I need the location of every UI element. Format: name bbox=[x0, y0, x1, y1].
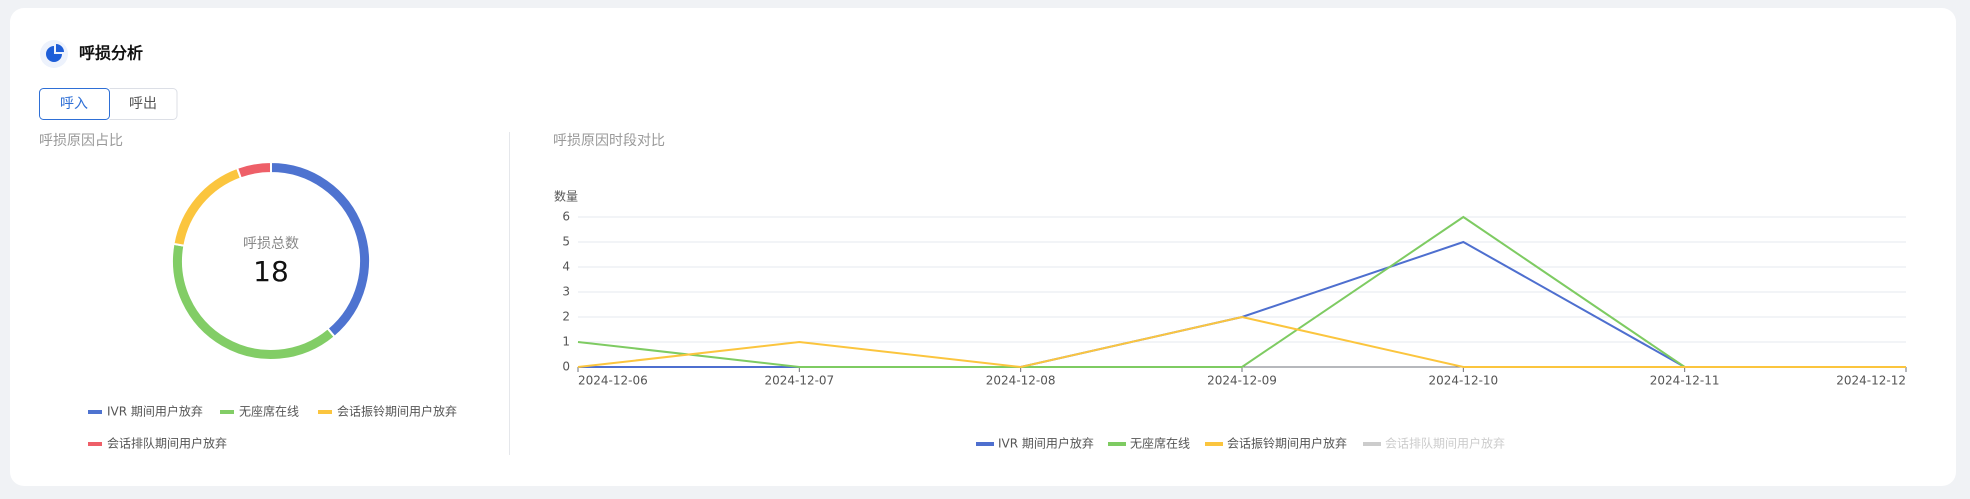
legend-swatch bbox=[318, 410, 332, 414]
legend-swatch bbox=[88, 410, 102, 414]
section-title: 呼损原因时段对比 bbox=[553, 133, 665, 149]
tab[interactable]: 呼出 bbox=[129, 96, 157, 112]
x-tick-label: 2024-12-11 bbox=[1650, 374, 1720, 388]
legend-swatch bbox=[1205, 442, 1223, 446]
x-tick-label: 2024-12-10 bbox=[1428, 374, 1498, 388]
y-tick-label: 6 bbox=[562, 210, 570, 224]
legend-label: IVR 期间用户放弃 bbox=[107, 404, 203, 419]
center-label: 呼损总数 bbox=[243, 236, 299, 252]
legend-label: 会话排队期间用户放弃 bbox=[107, 436, 227, 451]
y-tick-label: 3 bbox=[562, 285, 570, 299]
legend-label: 会话振铃期间用户放弃 bbox=[1227, 436, 1347, 451]
x-tick-label: 2024-12-07 bbox=[764, 374, 834, 388]
y-axis-label: 数量 bbox=[554, 189, 578, 204]
legend-label: 无座席在线 bbox=[239, 404, 299, 419]
y-tick-label: 0 bbox=[562, 360, 570, 374]
series-line bbox=[577, 315, 1906, 369]
y-tick-label: 5 bbox=[562, 235, 570, 249]
x-tick-label: 2024-12-12 bbox=[1836, 374, 1906, 388]
tab[interactable]: 呼入 bbox=[60, 96, 88, 112]
card-title: 呼损分析 bbox=[79, 44, 143, 63]
legend-swatch bbox=[1363, 442, 1381, 446]
legend-label: 会话振铃期间用户放弃 bbox=[337, 404, 457, 419]
legend-label: 无座席在线 bbox=[1130, 436, 1190, 451]
legend-swatch bbox=[220, 410, 234, 414]
tab-active[interactable] bbox=[39, 88, 110, 120]
y-tick-label: 1 bbox=[562, 335, 570, 349]
legend-label: IVR 期间用户放弃 bbox=[998, 436, 1094, 451]
tab-border[interactable] bbox=[109, 88, 178, 120]
section-title: 呼损原因占比 bbox=[39, 133, 123, 149]
x-tick-label: 2024-12-06 bbox=[578, 374, 648, 388]
x-tick-label: 2024-12-09 bbox=[1207, 374, 1277, 388]
legend-swatch bbox=[88, 442, 102, 446]
x-tick-label: 2024-12-08 bbox=[986, 374, 1056, 388]
y-tick-label: 4 bbox=[562, 260, 570, 274]
donut-segment bbox=[235, 160, 272, 180]
legend-swatch bbox=[1108, 442, 1126, 446]
center-value: 18 bbox=[253, 255, 289, 288]
y-tick-label: 2 bbox=[562, 310, 570, 324]
icon bbox=[56, 44, 64, 52]
card bbox=[10, 8, 1956, 486]
legend-label: 会话排队期间用户放弃 bbox=[1385, 436, 1505, 451]
legend-swatch bbox=[976, 442, 994, 446]
icon bbox=[46, 46, 62, 62]
